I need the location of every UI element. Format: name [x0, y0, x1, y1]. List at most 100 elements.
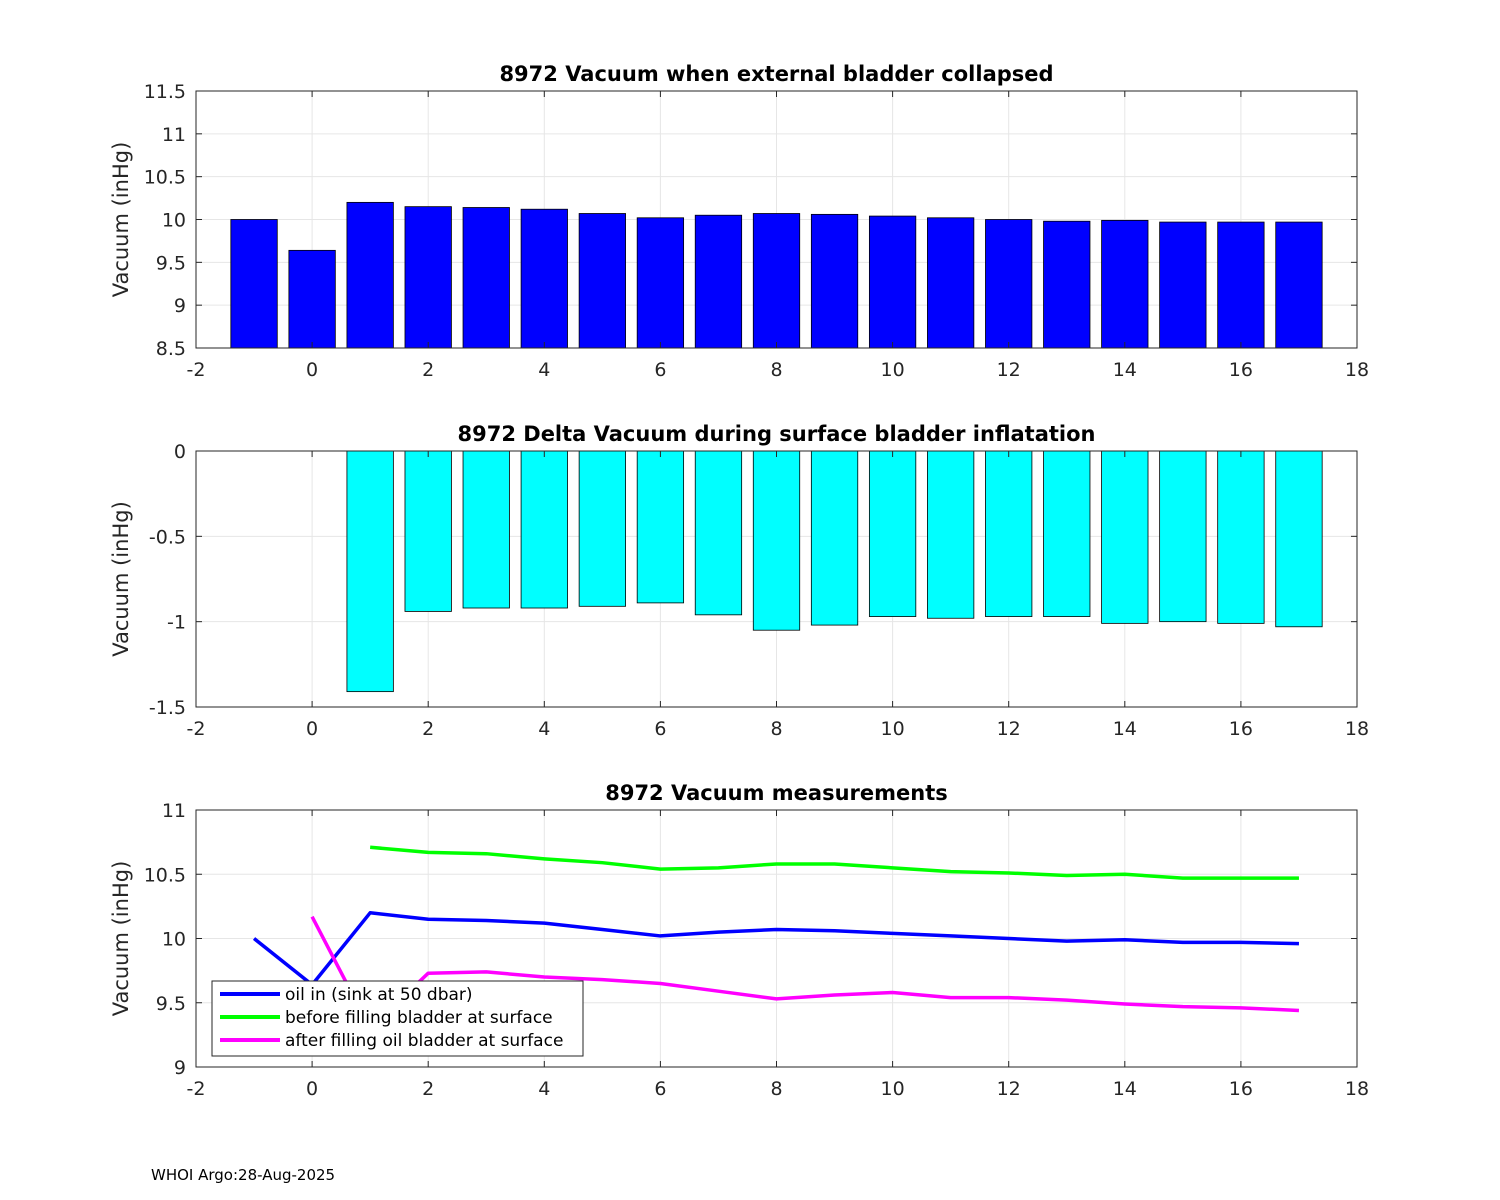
bar [868, 215, 917, 349]
x-tick-label: 0 [306, 359, 318, 381]
legend-label: after filling oil bladder at surface [285, 1031, 563, 1051]
bar [636, 450, 685, 604]
x-tick-label: 16 [1229, 718, 1253, 740]
bar [578, 213, 626, 349]
x-tick-label: 12 [997, 359, 1021, 381]
bar [985, 219, 1033, 349]
bar [346, 450, 394, 693]
x-tick-label: 14 [1113, 718, 1137, 740]
x-tick-label: 10 [881, 718, 905, 740]
y-tick-label: 9.5 [156, 252, 186, 274]
y-tick-label: 8.5 [156, 338, 186, 360]
bar [810, 450, 859, 626]
x-tick-label: 18 [1345, 718, 1369, 740]
bar [404, 450, 452, 612]
bar [1101, 219, 1149, 349]
bar [1101, 450, 1149, 624]
bar [1275, 221, 1323, 349]
bar [1217, 450, 1265, 624]
bar [230, 219, 278, 349]
series-line-2 [369, 845, 1299, 880]
x-tick-label: 8 [770, 359, 782, 381]
x-tick-label: 2 [422, 1078, 434, 1100]
bar [752, 213, 801, 349]
bar [288, 249, 336, 349]
series-line-1 [252, 911, 1299, 987]
bar [985, 450, 1033, 617]
x-tick-label: 2 [422, 718, 434, 740]
legend-label: before filling bladder at surface [285, 1008, 553, 1028]
bar [578, 450, 626, 607]
y-tick-label: 9.5 [156, 993, 186, 1015]
x-tick-label: -2 [187, 359, 206, 381]
y-tick-label: 10.5 [144, 167, 186, 189]
series-line-3 [310, 915, 1300, 1031]
x-tick-label: 12 [997, 718, 1021, 740]
bar [404, 206, 452, 349]
y-tick-label: 11.5 [144, 81, 186, 103]
bar [462, 207, 510, 349]
y-axis-label: Vacuum (inHg) [109, 501, 133, 657]
chart-title: 8972 Vacuum measurements [605, 781, 948, 805]
x-tick-label: 10 [881, 359, 905, 381]
x-tick-label: 4 [538, 718, 550, 740]
bar [810, 213, 859, 349]
x-tick-label: 8 [770, 718, 782, 740]
x-tick-label: 16 [1229, 359, 1253, 381]
bar [1275, 450, 1323, 628]
y-tick-label: 9 [174, 295, 186, 317]
bar [1159, 450, 1207, 623]
y-tick-label: 11 [162, 124, 186, 146]
x-tick-label: 6 [654, 359, 666, 381]
bar [346, 201, 394, 349]
x-tick-label: 12 [997, 1078, 1021, 1100]
legend-label: oil in (sink at 50 dbar) [285, 985, 473, 1005]
x-tick-label: 18 [1345, 359, 1369, 381]
y-tick-label: -0.5 [149, 526, 186, 548]
bar [636, 217, 685, 349]
x-tick-label: 4 [538, 359, 550, 381]
y-axis-label: Vacuum (inHg) [109, 142, 133, 298]
y-tick-label: 10 [162, 929, 186, 951]
bar [1159, 221, 1207, 349]
bar [1043, 220, 1091, 349]
y-axis-label: Vacuum (inHg) [109, 861, 133, 1017]
chart-title: 8972 Vacuum when external bladder collap… [499, 62, 1053, 86]
bar [694, 450, 743, 616]
bar [1217, 221, 1265, 349]
x-tick-label: 0 [306, 718, 318, 740]
x-tick-label: 2 [422, 359, 434, 381]
y-tick-label: 9 [174, 1057, 186, 1079]
x-tick-label: 0 [306, 1078, 318, 1100]
chart-panel-3: -2 0 2 4 6 8 10 12 14 16 18 9 9.5 10 10.5 11 8972 Vacuum… [109, 781, 1369, 1100]
bar [694, 214, 743, 349]
bar [1043, 450, 1091, 617]
x-tick-label: 14 [1113, 359, 1137, 381]
x-tick-label: 6 [654, 718, 666, 740]
x-tick-label: -2 [187, 718, 206, 740]
bar [927, 217, 975, 349]
chart-panel-2: -2 0 2 4 6 8 10 12 14 16 18 -1.5 -1 -0.5 0 8972 Delta V… [109, 422, 1369, 740]
footer-stamp: WHOI Argo:28-Aug-2025 [151, 1166, 336, 1184]
bar [520, 208, 568, 349]
y-tick-label: -1 [167, 612, 186, 634]
bar [927, 450, 975, 619]
x-tick-label: -2 [187, 1078, 206, 1100]
x-tick-label: 16 [1229, 1078, 1253, 1100]
chart-title: 8972 Delta Vacuum during surface bladder… [458, 422, 1096, 446]
x-tick-label: 18 [1345, 1078, 1369, 1100]
x-tick-label: 10 [881, 1078, 905, 1100]
y-tick-label: 11 [162, 800, 186, 822]
bar [462, 450, 510, 609]
y-tick-label: 10.5 [144, 864, 186, 886]
y-tick-label: 0 [174, 441, 186, 463]
y-tick-label: 10 [162, 210, 186, 232]
chart-panel-1: -2 0 2 4 6 8 10 12 14 16 18 8.5 9 9.5 10 10.5 11 11.5 8972… [109, 62, 1369, 381]
x-tick-label: 6 [654, 1078, 666, 1100]
y-tick-label: -1.5 [149, 697, 186, 719]
x-tick-label: 14 [1113, 1078, 1137, 1100]
bar [520, 450, 568, 609]
bar [752, 450, 801, 631]
x-tick-label: 4 [538, 1078, 550, 1100]
